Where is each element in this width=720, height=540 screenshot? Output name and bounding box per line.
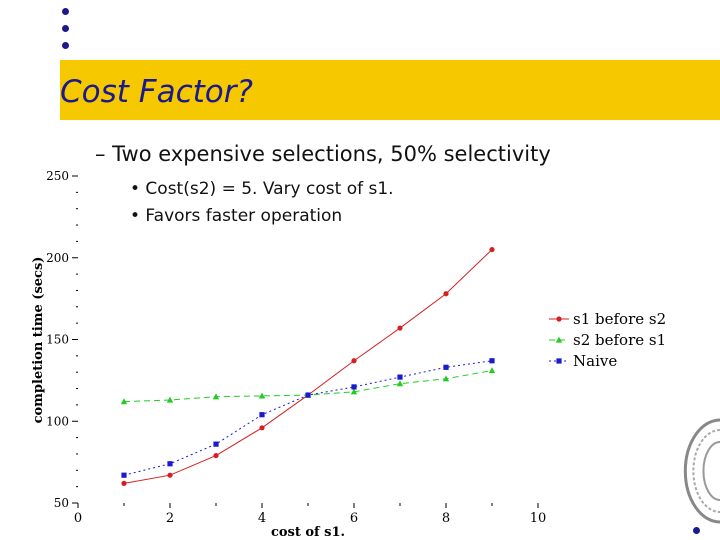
data-point-s2 xyxy=(350,388,358,395)
legend-marker-1 xyxy=(556,316,562,322)
data-point-s1 xyxy=(397,325,403,331)
y-tick-label: 150 xyxy=(46,333,69,347)
legend-marker-2 xyxy=(555,336,563,343)
seal-logo-icon xyxy=(683,418,720,524)
data-point-s3 xyxy=(443,364,449,370)
series-line-1 xyxy=(123,249,493,484)
data-point-s3 xyxy=(121,472,127,478)
data-point-s2 xyxy=(212,393,220,400)
data-point-s1 xyxy=(121,480,127,486)
y-tick-label: 50 xyxy=(54,496,69,510)
data-point-s3 xyxy=(489,358,495,364)
legend-marker-3 xyxy=(556,358,562,364)
data-point-s2 xyxy=(166,396,174,403)
data-point-s2 xyxy=(488,367,496,374)
legend-label-3: Naive xyxy=(573,352,617,370)
data-point-s1 xyxy=(167,472,173,478)
y-tick-label: 200 xyxy=(46,251,69,265)
data-point-s3 xyxy=(213,441,219,447)
x-tick-label: 8 xyxy=(442,511,450,526)
y-tick-label: 250 xyxy=(46,169,69,183)
data-point-s1 xyxy=(443,291,449,297)
data-point-s2 xyxy=(396,380,404,387)
data-point-s2 xyxy=(258,392,266,399)
x-tick-label: 4 xyxy=(258,511,266,526)
bullet-line: – Two expensive selections, 50% selectiv… xyxy=(95,142,551,166)
x-tick-label: 0 xyxy=(74,511,82,526)
x-tick-label: 10 xyxy=(530,511,547,526)
x-tick-label: 6 xyxy=(350,511,358,526)
data-point-s1 xyxy=(489,246,495,253)
x-axis-label: cost of s1. xyxy=(271,525,345,540)
data-point-s2 xyxy=(120,398,128,405)
x-tick-label: 2 xyxy=(166,511,174,526)
bullet-dot-1 xyxy=(62,8,69,15)
data-point-s1 xyxy=(259,425,265,431)
data-point-s3 xyxy=(259,412,265,418)
legend-label-2: s2 before s1 xyxy=(573,331,666,349)
data-point-s2 xyxy=(442,375,450,382)
legend-label-1: s1 before s2 xyxy=(573,310,666,328)
title-band xyxy=(60,60,720,120)
sub-bullet-1: • Cost(s2) = 5. Vary cost of s1. xyxy=(130,179,394,199)
slide-title: Cost Factor? xyxy=(60,74,253,110)
data-point-s3 xyxy=(167,461,173,467)
y-tick-label: 100 xyxy=(46,414,69,428)
corner-dot xyxy=(693,527,700,534)
y-axis-label: completion time (secs) xyxy=(31,257,46,424)
sub-bullet-2: • Favors faster operation xyxy=(130,206,343,226)
data-point-s1 xyxy=(351,358,357,364)
data-point-s3 xyxy=(305,392,311,398)
series-line-3 xyxy=(123,360,493,476)
data-point-s3 xyxy=(351,384,357,390)
data-point-s1 xyxy=(213,452,219,459)
data-point-s3 xyxy=(397,374,403,380)
bullet-dot-3 xyxy=(62,42,69,49)
bullet-dot-2 xyxy=(62,25,69,32)
